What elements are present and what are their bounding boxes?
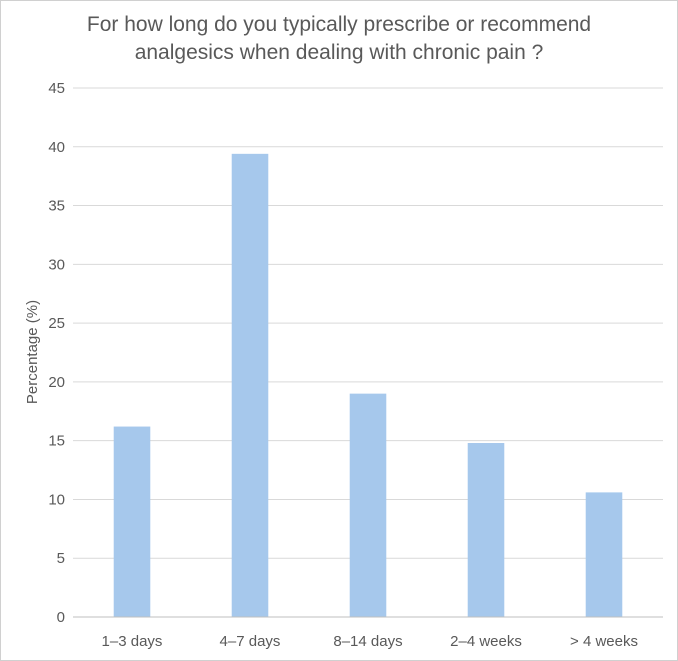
y-tick-label-0: 0 (57, 609, 65, 626)
bar-4 (467, 443, 505, 617)
x-tick-label-1: 1–3 days (102, 633, 163, 650)
y-tick-label-10: 10 (48, 491, 65, 508)
chart-title-line-2: analgesics when dealing with chronic pai… (134, 41, 544, 64)
y-tick-label-35: 35 (48, 198, 65, 215)
bar-3 (349, 393, 387, 617)
chart-title: For how long do you typically prescribe … (1, 11, 677, 67)
gridlines (73, 87, 663, 559)
y-axis-label: Percentage (%) (24, 300, 41, 404)
y-tick-label-20: 20 (48, 374, 65, 391)
y-tick-label-15: 15 (48, 433, 65, 450)
chart-title-line-1: For how long do you typically prescribe … (86, 13, 592, 36)
y-tick-label-5: 5 (57, 550, 65, 567)
y-tick-label-25: 25 (48, 315, 65, 332)
bars (113, 153, 623, 617)
bar-2 (231, 153, 269, 617)
tick-labels: 0 5 10 15 20 25 30 35 40 45 1–3 days 4–7 days 8–14 d… (48, 80, 638, 650)
x-tick-label-5: > 4 weeks (570, 633, 638, 650)
bar-1 (113, 426, 151, 617)
x-tick-label-2: 4–7 days (220, 633, 281, 650)
y-tick-label-45: 45 (48, 80, 65, 97)
x-tick-label-4: 2–4 weeks (450, 633, 522, 650)
x-tick-label-3: 8–14 days (333, 633, 402, 650)
bar-5 (585, 492, 623, 617)
y-tick-label-30: 30 (48, 256, 65, 273)
y-tick-label-40: 40 (48, 139, 65, 156)
